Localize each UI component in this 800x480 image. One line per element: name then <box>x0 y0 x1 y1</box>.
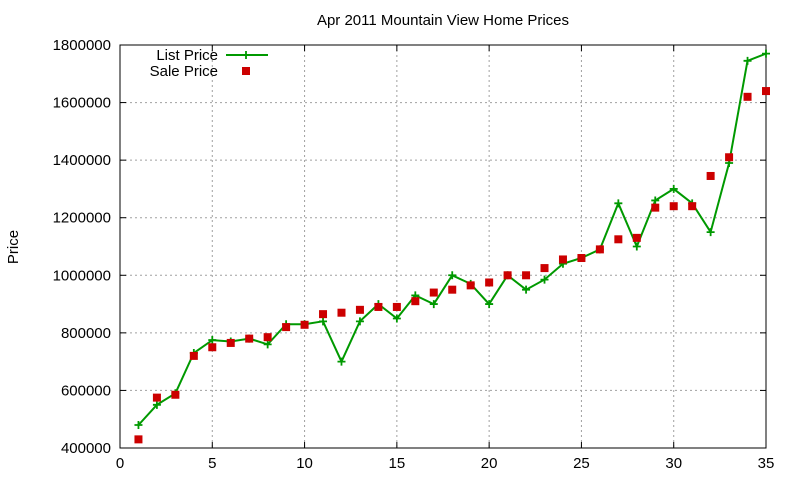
sale-price-point <box>300 320 309 329</box>
sale-price-point <box>577 254 586 263</box>
x-tick-label: 20 <box>481 455 498 472</box>
sale-price-point <box>282 323 291 332</box>
sale-price-point <box>319 310 328 319</box>
x-tick-label: 35 <box>758 455 775 472</box>
chart-title: Apr 2011 Mountain View Home Prices <box>317 12 569 29</box>
ticks-layer: 400000 600000 800000 1000000 1200000 1400000 1… <box>53 37 775 472</box>
y-tick-label: 1200000 <box>53 210 111 227</box>
sale-price-point <box>429 288 438 297</box>
y-tick-label: 600000 <box>61 382 111 399</box>
sale-price-point <box>706 171 715 180</box>
sale-price-point <box>171 390 180 399</box>
list-price-point <box>651 196 660 205</box>
list-price-point <box>392 314 401 323</box>
sale-price-point <box>688 202 697 211</box>
sale-price-point <box>337 308 346 317</box>
sale-price-point <box>374 302 383 311</box>
x-tick-label: 5 <box>208 455 216 472</box>
y-tick-label: 1400000 <box>53 152 111 169</box>
x-tick-label: 10 <box>296 455 313 472</box>
list-price-point <box>762 49 770 58</box>
sale-price-point <box>540 264 549 273</box>
sale-price-point <box>558 255 567 264</box>
y-tick-label: 1000000 <box>53 267 111 284</box>
list-price-point <box>743 56 752 65</box>
list-price-point <box>263 340 272 349</box>
list-price-point <box>152 400 161 409</box>
series-layer <box>134 49 770 444</box>
sale-price-point <box>152 393 161 402</box>
legend-label-list-price: List Price <box>156 47 218 64</box>
legend-marker-list-price <box>242 51 250 59</box>
sale-price-point <box>669 202 678 211</box>
sale-price-point <box>392 302 401 311</box>
sale-price-point <box>263 333 272 342</box>
list-price-point <box>448 271 457 280</box>
list-price-point <box>706 228 715 237</box>
list-price-point <box>669 184 678 193</box>
x-tick-label: 15 <box>389 455 406 472</box>
sale-price-point <box>226 338 235 347</box>
grid-layer <box>120 45 766 448</box>
plot-frame <box>119 44 767 449</box>
sale-price-point <box>134 435 143 444</box>
list-price-point <box>319 317 328 326</box>
sale-price-point <box>632 233 641 242</box>
legend-label-sale-price: Sale Price <box>150 63 218 80</box>
list-price-point <box>134 420 143 429</box>
sale-price-point <box>355 305 364 314</box>
list-price-point <box>429 300 438 309</box>
sale-price-point <box>503 271 512 280</box>
sale-price-point <box>762 87 770 96</box>
sale-price-point <box>411 297 420 306</box>
sale-price-point <box>651 203 660 212</box>
sale-price-point <box>743 92 752 101</box>
list-price-point <box>522 285 531 294</box>
x-tick-label: 30 <box>665 455 682 472</box>
sale-price-point <box>245 334 254 343</box>
list-price-point <box>337 357 346 366</box>
sale-price-point <box>448 285 457 294</box>
sale-price-point <box>485 278 494 287</box>
list-price-line <box>137 52 767 426</box>
sale-price-point <box>595 245 604 254</box>
sale-price-point <box>614 235 623 244</box>
y-tick-label: 1800000 <box>53 37 111 54</box>
y-tick-label: 400000 <box>61 440 111 457</box>
y-tick-label: 1600000 <box>53 95 111 112</box>
y-tick-label: 800000 <box>61 325 111 342</box>
sale-price-point <box>189 351 198 360</box>
list-price-point <box>485 300 494 309</box>
x-tick-label: 0 <box>116 455 124 472</box>
list-price-point <box>540 275 549 284</box>
y-axis-label: Price <box>5 230 22 264</box>
legend: List Price Sale Price <box>150 47 268 80</box>
list-price-point <box>632 242 641 251</box>
legend-marker-sale-price <box>242 67 250 75</box>
sale-price-point <box>466 281 475 290</box>
x-tick-label: 25 <box>573 455 590 472</box>
sale-price-point <box>725 153 734 162</box>
list-price-point <box>208 336 217 345</box>
sale-price-point <box>208 343 217 352</box>
list-price-point <box>355 317 364 326</box>
sale-price-point <box>522 271 531 280</box>
list-price-point <box>614 199 623 208</box>
